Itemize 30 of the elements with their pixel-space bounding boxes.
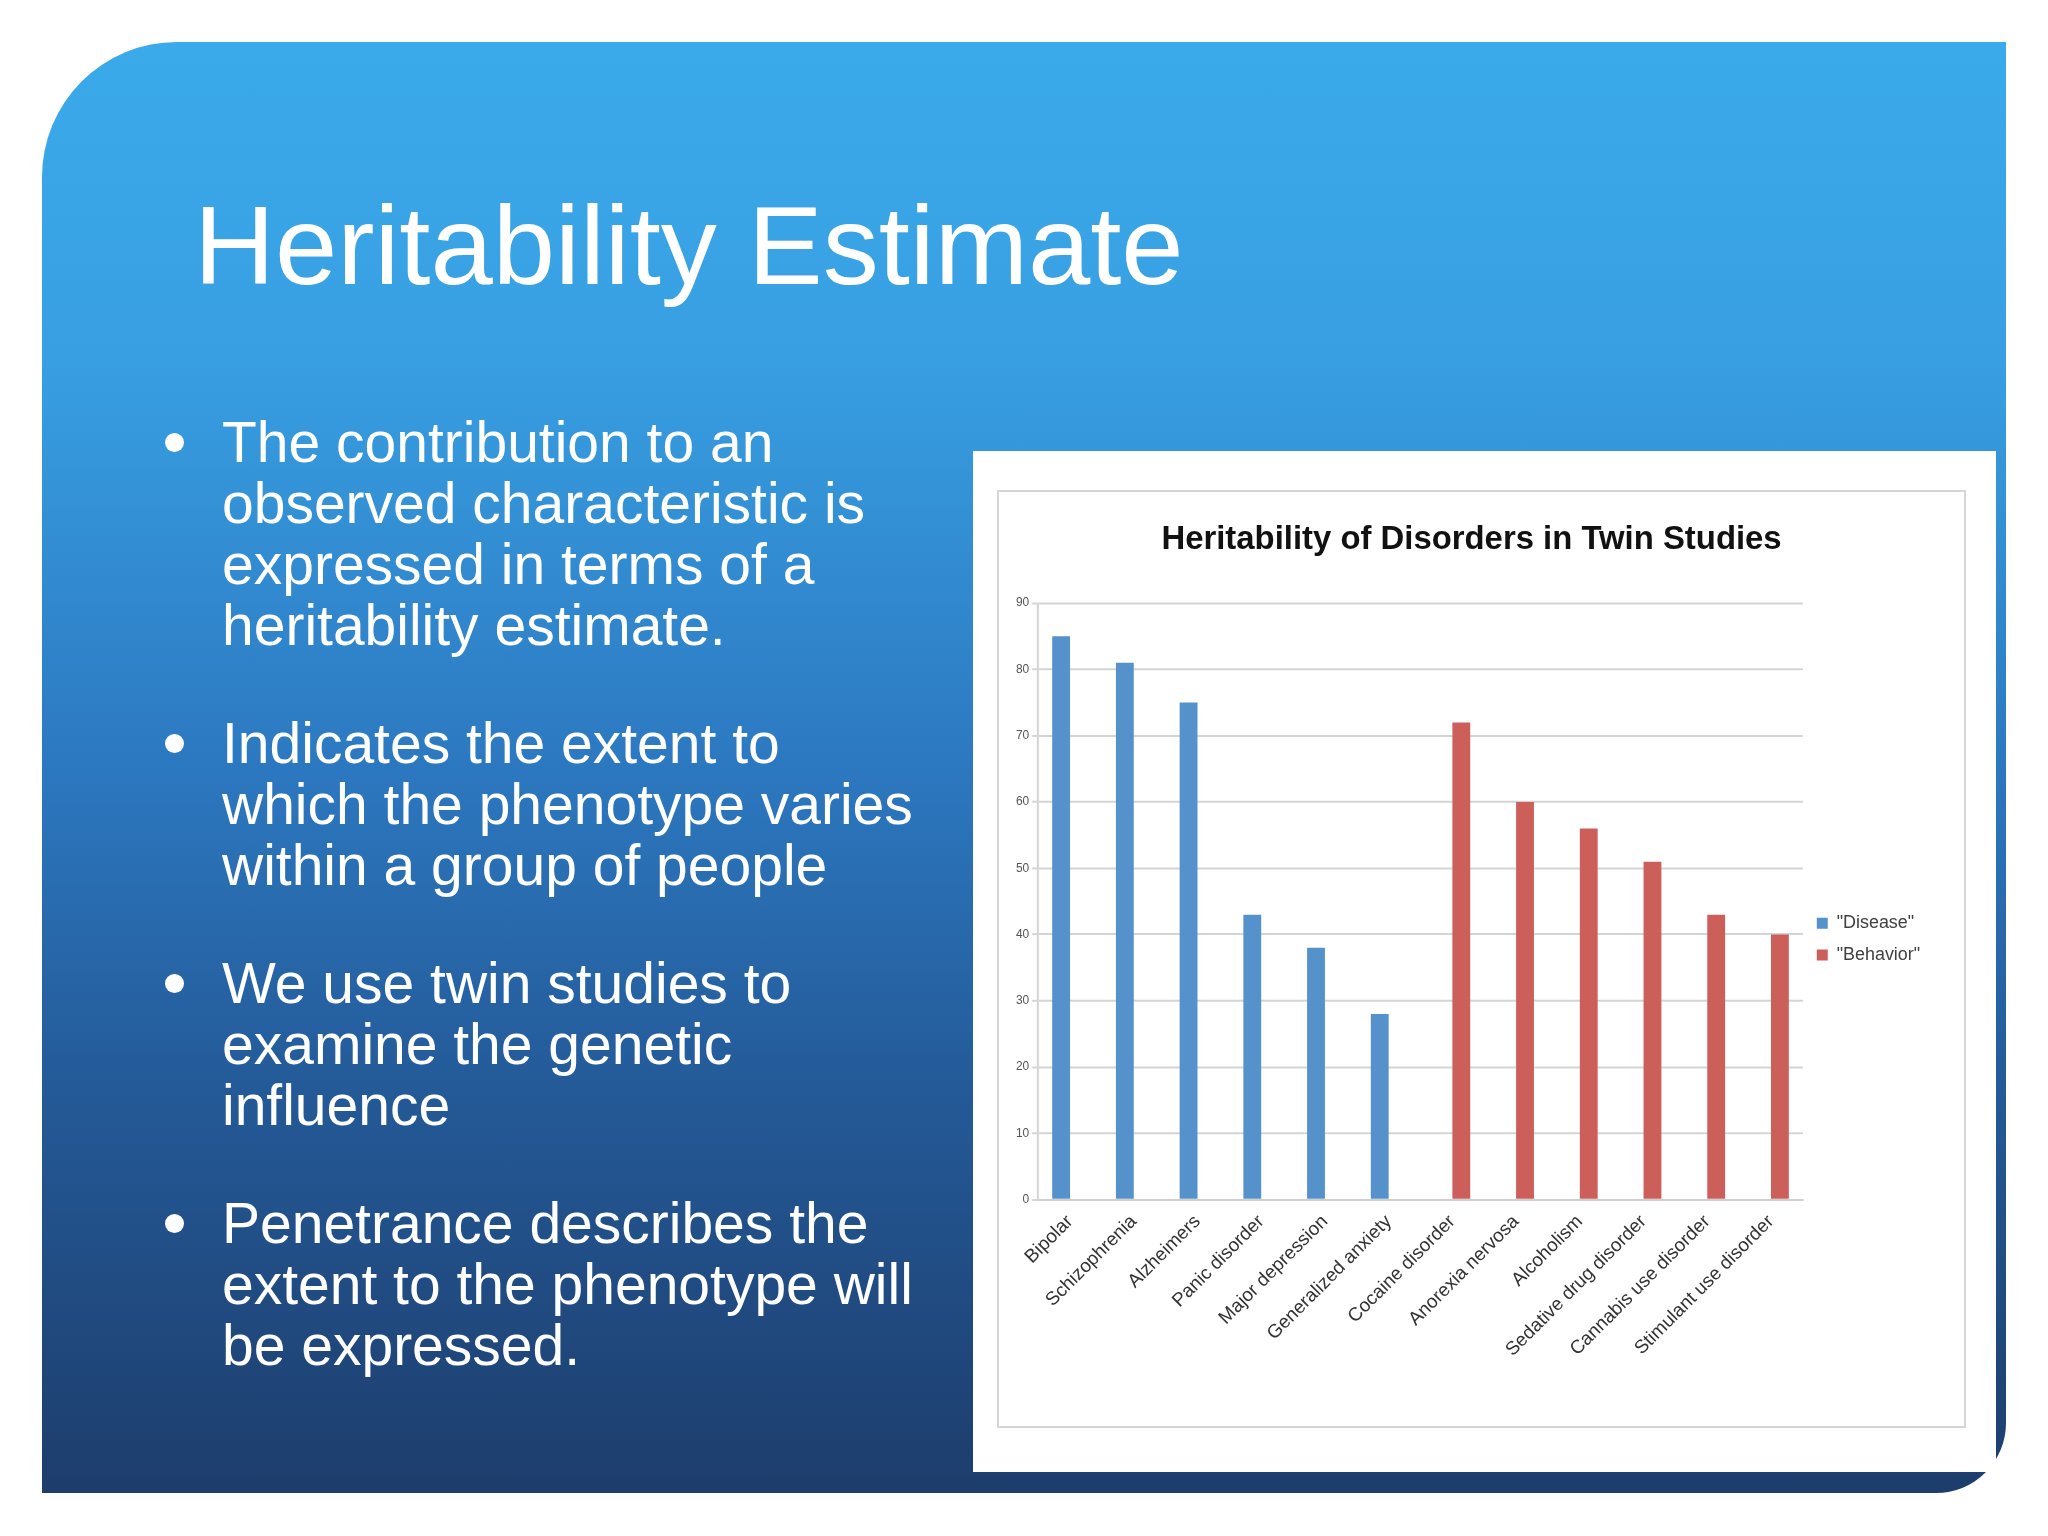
bar — [1307, 947, 1325, 1199]
bar — [1243, 914, 1262, 1199]
chart-title: Heritability of Disorders in Twin Studies — [1161, 518, 1782, 556]
bar — [1579, 828, 1598, 1199]
y-tick-label: 20 — [1015, 1059, 1030, 1074]
legend-label: "Disease" — [1836, 912, 1915, 933]
legend-label: "Behavior" — [1836, 943, 1921, 964]
bar — [1370, 1014, 1389, 1199]
y-tick-label: 10 — [1015, 1125, 1030, 1140]
y-tick-label: 70 — [1015, 727, 1030, 742]
text: Penetrance describes the extent to the phenotype will be expressed. — [222, 1191, 914, 1377]
text: We use twin studies to examine the genetic influence — [222, 951, 793, 1137]
y-tick-label: 60 — [1015, 794, 1030, 809]
y-tick-label: 50 — [1015, 860, 1030, 875]
bar — [1115, 662, 1134, 1199]
text: Indicates the extent to which the phenotype varies within a group of people — [222, 711, 914, 897]
bar — [1643, 861, 1662, 1199]
y-tick-label: 0 — [1022, 1191, 1030, 1206]
bar — [1707, 914, 1726, 1199]
bar — [1179, 702, 1198, 1199]
y-tick-label: 90 — [1015, 595, 1030, 610]
text: Heritability Estimate — [194, 183, 1184, 308]
y-tick-label: 80 — [1015, 661, 1030, 676]
text: The contribution to an observed characteristic is expressed in terms of a heritability estimate. — [222, 410, 867, 657]
bar — [1452, 722, 1471, 1199]
bar — [1052, 636, 1071, 1199]
y-tick-label: 40 — [1015, 926, 1030, 941]
bar — [1770, 934, 1789, 1199]
y-tick-label: 30 — [1015, 993, 1030, 1008]
bar — [1516, 801, 1534, 1199]
